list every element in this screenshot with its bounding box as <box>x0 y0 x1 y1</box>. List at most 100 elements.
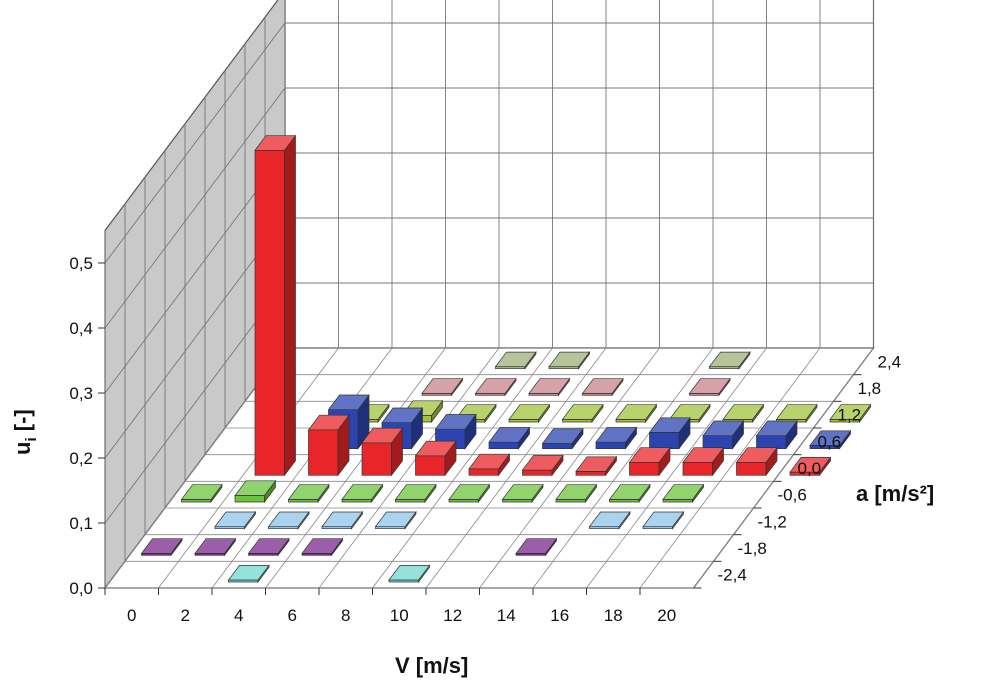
bar-top-face <box>755 420 798 437</box>
bar <box>448 483 491 504</box>
chart-ticks: 0,0 0,1 0,2 0,3 0,4 0,5 0 2 4 6 8 10 12 14 16 18 20 -2,4 -… <box>69 254 901 625</box>
bar <box>321 510 364 530</box>
bar-top-face <box>541 428 584 444</box>
bar-top-face <box>648 417 691 433</box>
bar-front-face <box>395 499 426 503</box>
bar <box>388 564 431 584</box>
bar <box>708 351 751 370</box>
floor-gridline <box>639 347 821 589</box>
bar-top-face <box>214 511 257 528</box>
bar-top-face <box>488 427 531 443</box>
x-tick-label: 0 <box>127 606 136 625</box>
bar <box>301 537 344 557</box>
bar-top-face <box>809 430 852 446</box>
bar-front-face <box>736 461 767 476</box>
bar-top-face <box>561 404 604 420</box>
bar-front-face <box>662 499 693 503</box>
y-axis-title: ui [-] <box>10 409 40 455</box>
bar-front-face <box>542 443 573 450</box>
floor-gridline <box>693 347 874 589</box>
bar <box>214 510 257 530</box>
bar-top-face <box>414 440 457 457</box>
bar-top-face <box>321 511 364 528</box>
x-tick-label: 2 <box>181 606 190 625</box>
bar <box>528 377 571 397</box>
bar-front-face <box>361 442 392 476</box>
bar <box>615 403 658 424</box>
floor-gridline <box>211 347 393 589</box>
z-tick-label: -2,4 <box>718 566 747 585</box>
bar <box>414 440 457 477</box>
bar-front-face <box>468 468 499 476</box>
bar-top-face <box>247 538 290 554</box>
bar-top-face <box>642 511 685 528</box>
bar-top-face <box>588 511 631 528</box>
bar-front-face <box>629 461 660 476</box>
bar <box>494 351 537 370</box>
bar <box>140 537 183 557</box>
bar-front-face <box>702 435 733 450</box>
bar-top-face <box>628 447 671 463</box>
z-tick-label: -0,6 <box>778 486 807 505</box>
bar <box>180 483 223 504</box>
bar-front-face <box>649 432 680 450</box>
x-axis-title: V [m/s] <box>395 653 468 678</box>
bar-top-face <box>662 484 705 500</box>
bar <box>829 403 872 424</box>
bar-front-face <box>609 499 640 503</box>
bar-top-face <box>789 457 832 473</box>
bar <box>468 453 511 477</box>
bar <box>809 429 852 450</box>
bar-top-face <box>140 538 183 554</box>
bar <box>287 483 330 504</box>
bar-top-face <box>688 378 731 394</box>
bar-front-face <box>234 495 265 503</box>
bar-front-face <box>488 441 519 450</box>
bar <box>735 446 778 477</box>
bar <box>702 419 745 450</box>
y-tick-label: 0,4 <box>69 319 93 338</box>
floor-gridline <box>265 347 446 589</box>
bar-top-face <box>254 135 297 151</box>
bar-top-face <box>307 414 350 431</box>
bar-top-face <box>388 565 431 581</box>
bar-top-face <box>468 453 511 470</box>
bar <box>662 483 705 504</box>
bar <box>361 427 404 477</box>
bar <box>254 134 297 477</box>
y-tick-label: 0,0 <box>69 579 93 598</box>
bar-top-face <box>608 484 651 500</box>
bar-front-face <box>682 461 713 476</box>
bar-top-face <box>234 480 277 496</box>
bar <box>247 537 290 557</box>
bar <box>234 479 277 504</box>
bar-top-face <box>515 538 558 554</box>
bar-top-face <box>474 378 517 394</box>
floor-gridline <box>425 347 607 589</box>
bar-top-face <box>575 456 618 472</box>
z-axis-title: a [m/s²] <box>856 481 934 506</box>
z-tick-label: 0,6 <box>818 432 842 451</box>
bar-top-face <box>775 404 818 420</box>
bar <box>194 537 237 557</box>
bar <box>561 403 604 424</box>
bar <box>682 446 725 477</box>
bar-top-face <box>434 414 477 430</box>
floor-gridline <box>372 347 553 589</box>
x-tick-label: 6 <box>288 606 297 625</box>
x-tick-label: 10 <box>390 606 409 625</box>
bar-top-face <box>548 351 591 368</box>
bar <box>648 416 691 450</box>
bar-top-face <box>528 378 571 394</box>
bar-top-face <box>374 511 417 528</box>
floor-gridline <box>318 347 500 589</box>
bar-front-face <box>575 471 606 476</box>
bar <box>595 426 638 450</box>
bar-top-face <box>682 447 725 463</box>
bar <box>588 510 631 530</box>
bar-top-face <box>227 565 270 581</box>
bar-front-face <box>341 499 372 503</box>
bar <box>541 427 584 450</box>
bar <box>642 510 685 530</box>
